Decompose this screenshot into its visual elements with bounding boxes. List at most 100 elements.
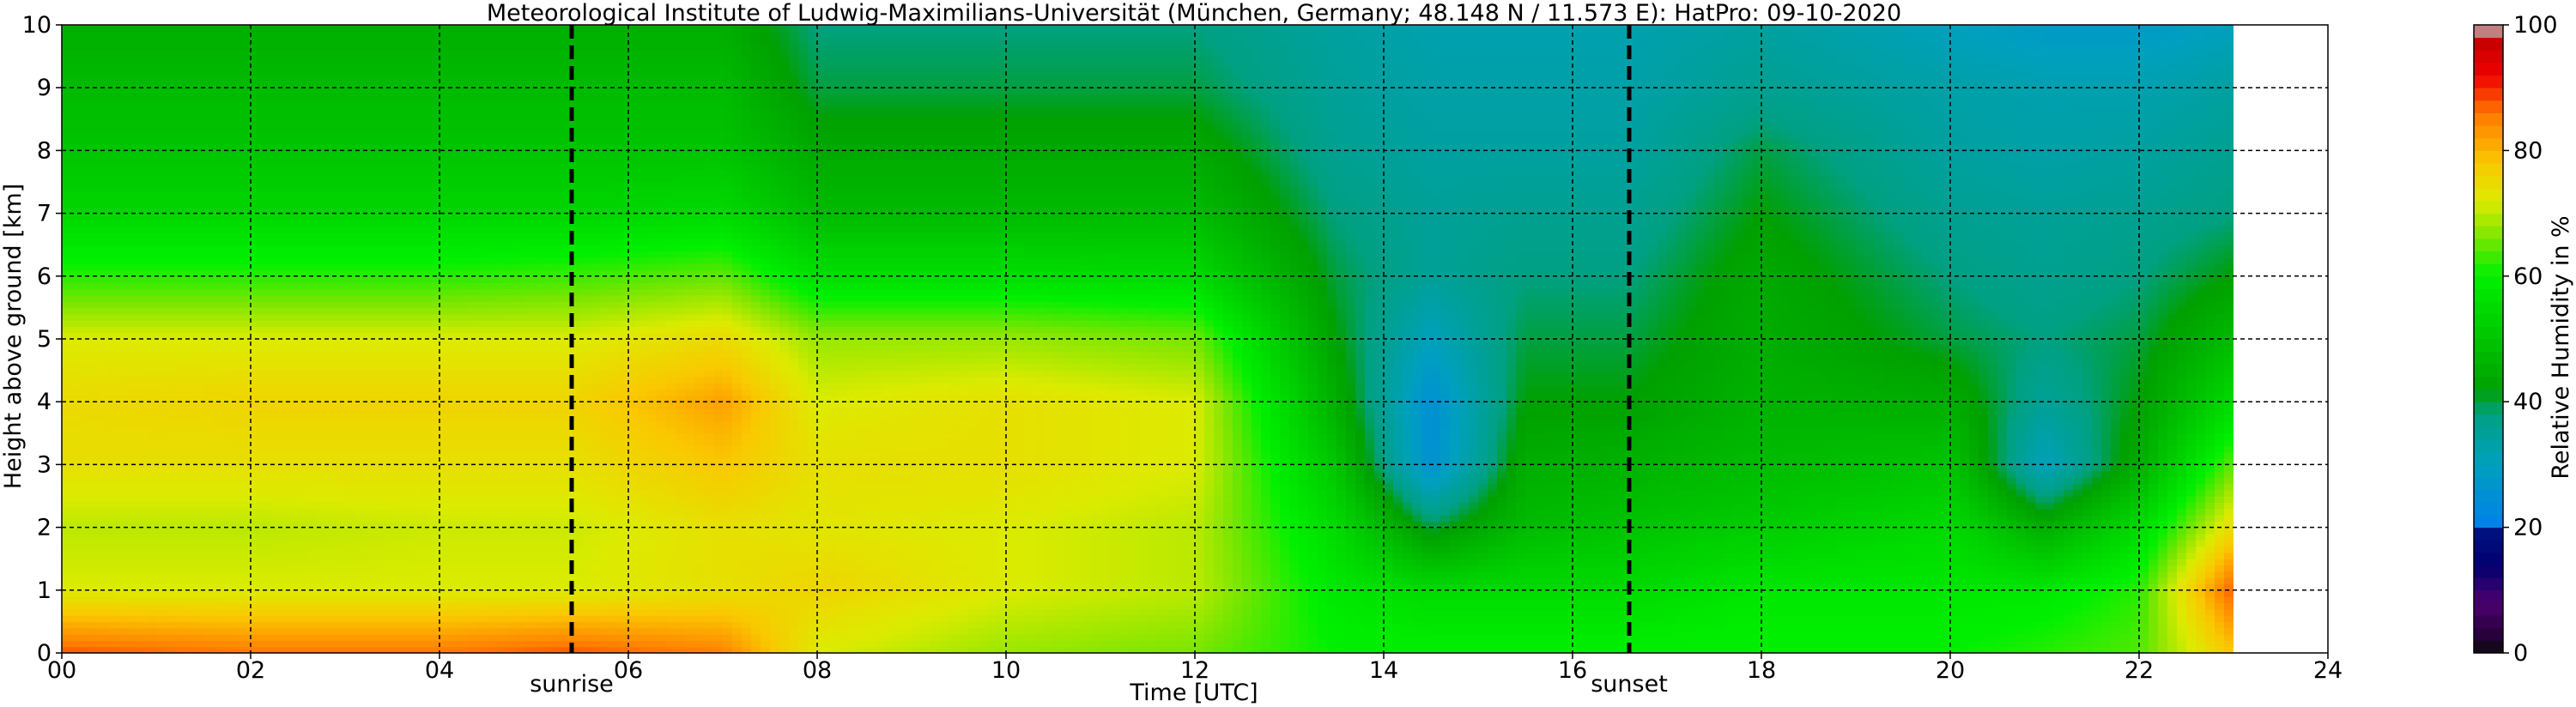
heatmap-cell — [496, 509, 506, 516]
heatmap-cell — [506, 163, 516, 170]
heatmap-cell — [307, 188, 318, 195]
heatmap-cell — [392, 233, 403, 239]
heatmap-cell — [298, 640, 308, 647]
heatmap-cell — [317, 420, 327, 427]
heatmap-cell — [373, 439, 384, 446]
heatmap-cell — [345, 157, 355, 164]
heatmap-cell — [317, 233, 327, 239]
heatmap-cell — [449, 276, 459, 283]
heatmap-cell — [430, 276, 440, 283]
heatmap-cell — [185, 112, 195, 119]
heatmap-cell — [307, 63, 318, 69]
heatmap-cell — [100, 609, 110, 616]
heatmap-cell — [392, 540, 403, 547]
heatmap-cell — [458, 553, 469, 559]
heatmap-cell — [62, 157, 72, 164]
heatmap-cell — [468, 540, 478, 547]
heatmap-cell — [515, 138, 525, 145]
heatmap-cell — [421, 358, 431, 365]
heatmap-cell — [100, 307, 110, 314]
heatmap-cell — [458, 339, 469, 346]
heatmap-cell — [336, 426, 346, 433]
heatmap-cell — [232, 490, 242, 497]
heatmap-cell — [515, 452, 525, 459]
heatmap-cell — [260, 602, 270, 609]
heatmap-cell — [137, 490, 148, 497]
heatmap-cell — [506, 464, 516, 471]
heatmap-cell — [411, 390, 421, 396]
heatmap-cell — [147, 509, 157, 516]
heatmap-cell — [326, 150, 336, 157]
heatmap-cell — [373, 490, 384, 497]
heatmap-cell — [317, 163, 327, 170]
heatmap-cell — [203, 50, 214, 57]
heatmap-cell — [81, 125, 91, 132]
heatmap-cell — [260, 112, 270, 119]
heatmap-cell — [383, 131, 393, 138]
heatmap-cell — [251, 100, 261, 107]
heatmap-cell — [251, 112, 261, 119]
heatmap-cell — [515, 559, 525, 565]
heatmap-cell — [81, 420, 91, 427]
heatmap-cell — [232, 565, 242, 572]
heatmap-cell — [439, 420, 450, 427]
heatmap-cell — [128, 547, 138, 553]
heatmap-cell — [298, 345, 308, 352]
heatmap-cell — [336, 76, 346, 82]
heatmap-cell — [477, 547, 488, 553]
heatmap-cell — [241, 76, 252, 82]
heatmap-cell — [373, 640, 384, 647]
heatmap-cell — [402, 433, 412, 440]
heatmap-cell — [439, 634, 450, 641]
heatmap-cell — [524, 509, 535, 516]
heatmap-cell — [232, 112, 242, 119]
heatmap-cell — [156, 69, 167, 76]
heatmap-cell — [175, 288, 185, 295]
heatmap-cell — [421, 596, 431, 603]
heatmap-cell — [203, 106, 214, 113]
heatmap-cell — [487, 540, 497, 547]
heatmap-cell — [383, 609, 393, 616]
heatmap-cell — [326, 188, 336, 195]
heatmap-cell — [90, 464, 100, 471]
heatmap-cell — [298, 553, 308, 559]
heatmap-cell — [71, 131, 82, 138]
heatmap-cell — [458, 50, 469, 57]
heatmap-cell — [468, 364, 478, 371]
heatmap-cell — [213, 452, 223, 459]
heatmap-cell — [411, 63, 421, 69]
heatmap-cell — [109, 540, 119, 547]
heatmap-cell — [241, 138, 252, 145]
heatmap-cell — [430, 371, 440, 378]
heatmap-cell — [383, 502, 393, 509]
heatmap-cell — [90, 565, 100, 572]
heatmap-cell — [260, 150, 270, 157]
heatmap-cell — [402, 496, 412, 503]
heatmap-cell — [213, 76, 223, 82]
heatmap-cell — [147, 439, 157, 446]
heatmap-cell — [458, 94, 469, 101]
heatmap-cell — [392, 282, 403, 289]
heatmap-cell — [128, 634, 138, 641]
heatmap-cell — [458, 169, 469, 176]
heatmap-cell — [355, 634, 365, 641]
heatmap-cell — [166, 640, 176, 647]
heatmap-cell — [166, 63, 176, 69]
heatmap-cell — [326, 38, 336, 45]
heatmap-cell — [477, 390, 488, 396]
heatmap-cell — [118, 590, 129, 597]
heatmap-cell — [175, 596, 185, 603]
heatmap-cell — [260, 63, 270, 69]
heatmap-cell — [288, 390, 299, 396]
heatmap-cell — [317, 471, 327, 478]
heatmap-cell — [439, 452, 450, 459]
heatmap-cell — [524, 602, 535, 609]
heatmap-cell — [147, 326, 157, 333]
heatmap-cell — [90, 245, 100, 251]
heatmap-cell — [90, 150, 100, 157]
heatmap-cell — [270, 112, 280, 119]
heatmap-cell — [402, 326, 412, 333]
heatmap-cell — [288, 188, 299, 195]
heatmap-cell — [100, 188, 110, 195]
heatmap-cell — [307, 50, 318, 57]
